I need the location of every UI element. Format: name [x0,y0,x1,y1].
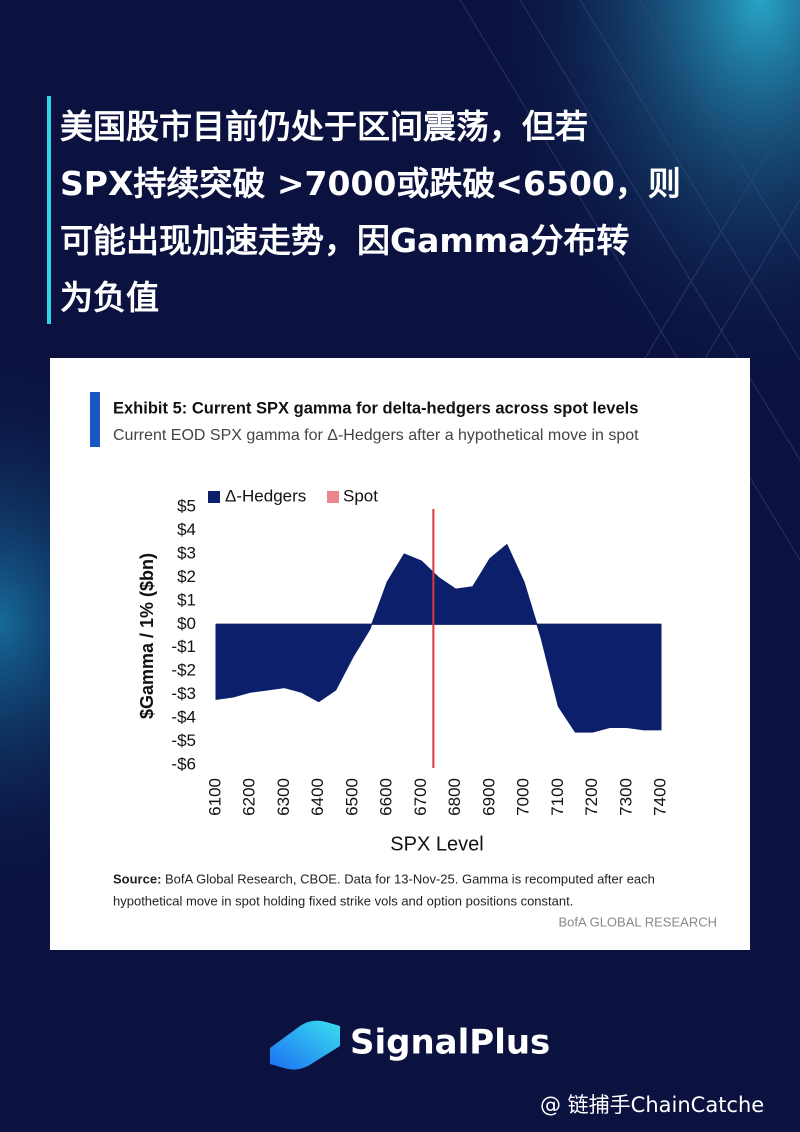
legend-label: Δ-Hedgers [225,486,306,505]
y-tick-label: -$5 [171,731,196,750]
credit: BofA GLOBAL RESEARCH [559,914,717,929]
legend-label: Spot [343,486,378,505]
x-tick-label: 7400 [650,778,669,816]
x-tick-label: 6400 [308,778,327,816]
y-tick-label: -$4 [171,708,196,727]
headline-bar [47,96,51,324]
y-tick-label: $5 [177,496,196,515]
y-tick-label: -$1 [171,637,196,656]
headline: 可能出现加速走势，因Gamma分布转 [60,221,629,260]
y-tick-label: -$2 [171,661,196,680]
x-tick-label: 7100 [548,778,567,816]
x-tick-label: 6100 [205,778,224,816]
y-tick-label: $4 [177,520,196,539]
headline: SPX持续突破 >7000或跌破<6500，则 [60,164,681,203]
y-tick-label: -$3 [171,684,196,703]
y-tick-label: $0 [177,614,196,633]
headline: 为负值 [60,278,159,317]
x-tick-label: 7000 [514,778,533,816]
x-tick-label: 6300 [274,778,293,816]
area [215,544,662,733]
x-axis-label: SPX Level [390,833,483,855]
title-bar [90,392,100,447]
chart-title: Exhibit 5: Current SPX gamma for delta-h… [113,399,638,417]
legend-swatch [208,491,220,503]
source: hypothetical move in spot holding fixed … [113,893,573,908]
x-tick-label: 6900 [479,778,498,816]
brand: SignalPlus [350,1023,550,1063]
x-tick-label: 6600 [377,778,396,816]
x-tick-label: 6800 [445,778,464,816]
y-tick-label: $1 [177,590,196,609]
x-tick-label: 6200 [240,778,259,816]
source: BofA Global Research, CBOE. Data for 13-… [165,871,655,886]
logo-mark [270,1020,340,1070]
y-tick-label: -$6 [171,754,196,773]
headline: 美国股市目前仍处于区间震荡，但若 [60,107,588,146]
watermark: @ 链捕手ChainCatche [540,1093,764,1117]
legend-swatch [327,491,339,503]
x-tick-label: 6500 [342,778,361,816]
source-label: Source: [113,871,161,886]
y-tick-label: $3 [177,543,196,562]
x-tick-label: 7300 [616,778,635,816]
y-tick-label: $2 [177,567,196,586]
chart-subtitle: Current EOD SPX gamma for Δ-Hedgers afte… [113,427,639,444]
logo [270,1020,340,1070]
x-tick-label: 6700 [411,778,430,816]
y-axis-label: $Gamma / 1% ($bn) [137,553,157,719]
x-tick-label: 7200 [582,778,601,816]
